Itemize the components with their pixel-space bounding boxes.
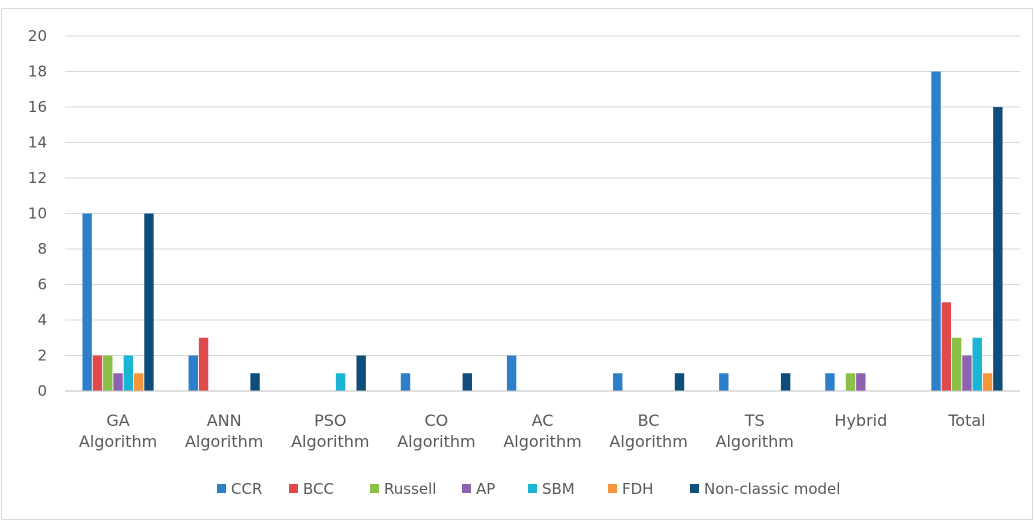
chart-frame: 0 2 4 6 8 10 12 14 16 18 20 GA Algorithm ANN Algorith… — [1, 8, 1033, 520]
y-tick-label: 12 — [28, 169, 47, 187]
legend-item: BCC — [289, 480, 334, 498]
bar-chart: 0 2 4 6 8 10 12 14 16 18 20 GA Algorithm ANN Algorith… — [28, 27, 1020, 498]
y-tick-label: 16 — [28, 98, 47, 116]
bar — [962, 355, 972, 391]
bar — [113, 373, 123, 391]
legend-label: BCC — [303, 480, 334, 498]
bar — [845, 373, 856, 391]
x-tick-label: GA Algorithm — [79, 411, 157, 451]
legend-swatch — [217, 484, 226, 493]
bar — [250, 373, 260, 391]
y-tick-label: 8 — [37, 240, 47, 258]
bar — [674, 373, 685, 391]
legend: CCR BCC Russell AP SBM FDH Non-classic model — [217, 480, 840, 498]
legend-item: AP — [462, 480, 495, 498]
category-labels: GA Algorithm ANN Algorithm PSO Algorithm CO Alg… — [79, 411, 986, 451]
bar — [400, 373, 411, 391]
bar — [82, 213, 92, 391]
legend-label: Russell — [384, 480, 436, 498]
bar — [188, 355, 198, 391]
bar — [506, 355, 517, 391]
bar — [951, 337, 962, 391]
legend-swatch — [289, 484, 298, 493]
y-tick-label: 20 — [28, 27, 47, 45]
bar — [356, 355, 366, 391]
legend-item: CCR — [217, 480, 262, 498]
y-tick-label: 0 — [37, 382, 47, 400]
y-tick-label: 10 — [28, 205, 47, 223]
legend-swatch — [370, 484, 379, 493]
bar — [931, 71, 941, 391]
bar — [198, 337, 209, 391]
legend-swatch — [528, 484, 537, 493]
y-tick-label: 18 — [28, 63, 47, 81]
legend-swatch — [690, 484, 699, 493]
bar — [780, 373, 791, 391]
bar — [335, 373, 346, 391]
x-tick-label: TS Algorithm — [716, 411, 794, 451]
x-tick-label: CO Algorithm — [397, 411, 475, 451]
x-tick-label: ANN Algorithm — [185, 411, 263, 451]
bar — [856, 373, 866, 391]
bar — [825, 373, 835, 391]
bars — [82, 71, 1003, 391]
x-tick-label: Total — [947, 411, 985, 430]
bar — [462, 373, 472, 391]
legend-item: Russell — [370, 480, 436, 498]
bar — [144, 213, 154, 391]
bar — [719, 373, 729, 391]
legend-item: FDH — [608, 480, 653, 498]
bar — [982, 373, 993, 391]
bar — [941, 302, 952, 391]
legend-label: SBM — [542, 480, 575, 498]
bar — [92, 355, 103, 391]
gridlines — [65, 35, 1020, 356]
legend-swatch — [462, 484, 471, 493]
legend-swatch — [608, 484, 617, 493]
x-tick-label: AC Algorithm — [503, 411, 581, 451]
legend-label: FDH — [622, 480, 653, 498]
legend-item: SBM — [528, 480, 575, 498]
bar — [972, 337, 982, 391]
y-axis-ticks: 0 2 4 6 8 10 12 14 16 18 20 — [28, 27, 47, 400]
legend-label: Non-classic model — [704, 480, 840, 498]
bar — [103, 355, 113, 391]
bar — [123, 355, 134, 391]
legend-label: AP — [476, 480, 495, 498]
y-tick-label: 4 — [37, 311, 47, 329]
x-tick-label: PSO Algorithm — [291, 411, 369, 451]
x-tick-label: BC Algorithm — [609, 411, 687, 451]
bar — [613, 373, 623, 391]
legend-label: CCR — [231, 480, 262, 498]
bar — [993, 107, 1003, 391]
legend-item: Non-classic model — [690, 480, 840, 498]
bar — [133, 373, 144, 391]
y-tick-label: 2 — [37, 347, 47, 365]
x-tick-label: Hybrid — [834, 411, 887, 430]
y-tick-label: 14 — [28, 134, 47, 152]
y-tick-label: 6 — [37, 276, 47, 294]
